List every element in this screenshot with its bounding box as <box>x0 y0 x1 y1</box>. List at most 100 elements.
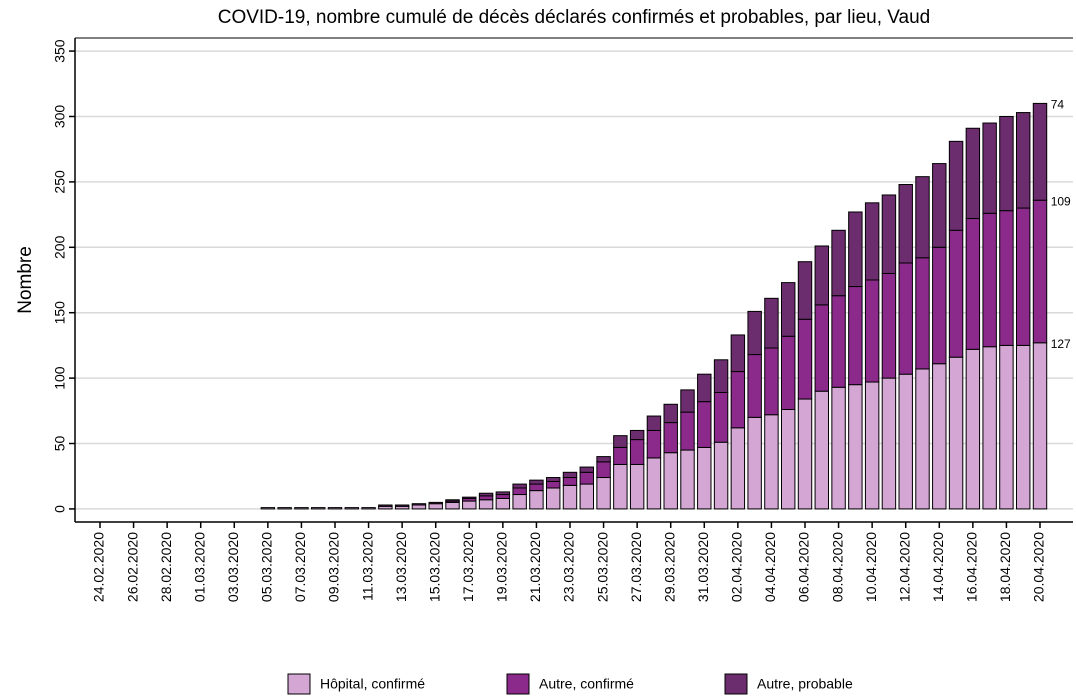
bar-segment <box>311 507 326 510</box>
bar-segment <box>747 310 762 356</box>
bar-segment <box>764 414 779 510</box>
bar-segment <box>814 304 829 392</box>
bar-segment <box>495 497 511 510</box>
bar-segment <box>546 487 561 510</box>
bar-segment <box>713 359 729 393</box>
bar-segment <box>562 484 578 510</box>
x-tick-label: 11.03.2020 <box>359 532 375 601</box>
bar-segment <box>781 282 796 337</box>
y-tick-label: 0 <box>52 505 68 513</box>
x-tick-label: 03.03.2020 <box>225 532 241 602</box>
bar-segment <box>697 373 712 403</box>
bar-segment <box>932 246 947 365</box>
bar-segment <box>814 390 829 510</box>
y-tick-label: 250 <box>52 170 68 194</box>
bar-segment <box>797 261 813 320</box>
x-tick-label: 18.04.2020 <box>997 532 1013 602</box>
x-tick-label: 16.04.2020 <box>964 532 980 602</box>
bar-segment <box>881 377 897 510</box>
bar-segment <box>294 507 309 510</box>
bar-segment <box>864 279 880 383</box>
bar-segment <box>546 480 561 489</box>
bar-segment <box>948 356 964 510</box>
x-tick-label: 04.04.2020 <box>762 532 778 602</box>
bar-segment <box>327 507 343 510</box>
y-tick-label: 200 <box>52 235 68 259</box>
end-label: 127 <box>1051 337 1071 351</box>
bar-segment <box>478 492 494 497</box>
legend-label: Autre, probable <box>757 676 853 692</box>
bar-segment <box>1016 344 1031 510</box>
bar-segment <box>546 477 561 482</box>
y-tick-label: 50 <box>52 436 68 452</box>
x-tick-label: 13.03.2020 <box>393 532 409 602</box>
bar-segment <box>579 466 594 473</box>
bar-segment <box>764 347 779 416</box>
bar-segment <box>898 262 913 375</box>
bar-segment <box>747 354 762 418</box>
bar-segment <box>965 348 981 510</box>
bar-segment <box>462 500 477 510</box>
bar-segment <box>697 446 712 510</box>
bar-segment <box>663 403 678 424</box>
x-tick-label: 27.03.2020 <box>628 532 644 602</box>
bar-segment <box>428 501 443 505</box>
legend-label: Hôpital, confirmé <box>320 676 425 692</box>
bar-segment <box>495 491 511 496</box>
bar-segment <box>613 463 628 510</box>
bar-segment <box>512 487 527 496</box>
bar-segment <box>864 202 880 281</box>
x-tick-label: 17.03.2020 <box>460 532 476 602</box>
bar-segment <box>663 452 678 510</box>
bar-segment <box>999 344 1014 510</box>
bar-segment <box>697 401 712 448</box>
bar-segment <box>898 373 913 510</box>
legend-label: Autre, confirmé <box>539 676 634 692</box>
y-tick-label: 150 <box>52 301 68 325</box>
legend-swatch <box>724 673 748 695</box>
x-tick-label: 12.04.2020 <box>896 532 912 602</box>
bar-segment <box>915 257 930 370</box>
bar-segment <box>797 398 813 510</box>
bar-segment <box>680 411 695 451</box>
x-tick-label: 14.04.2020 <box>930 532 946 602</box>
bar-segment <box>596 456 611 463</box>
bar-segment <box>948 140 964 231</box>
bar-segment <box>1032 199 1048 344</box>
x-tick-label: 28.02.2020 <box>158 532 174 602</box>
bar-segment <box>1032 102 1048 201</box>
bar-segment <box>797 318 813 400</box>
y-tick-label: 100 <box>52 366 68 390</box>
bar-segment <box>1032 342 1048 510</box>
x-tick-label: 09.03.2020 <box>326 532 342 602</box>
bar-segment <box>260 507 276 510</box>
x-tick-label: 19.03.2020 <box>494 532 510 602</box>
end-label: 74 <box>1051 98 1065 112</box>
y-tick-label: 300 <box>52 105 68 129</box>
bar-segment <box>999 115 1014 212</box>
bar-segment <box>680 449 695 510</box>
legend-swatch <box>287 673 311 695</box>
bar-segment <box>848 286 863 386</box>
bar-segment <box>747 416 762 510</box>
bar-segment <box>781 409 796 510</box>
bar-segment <box>915 368 930 510</box>
bar-segment <box>965 127 981 220</box>
x-tick-label: 05.03.2020 <box>259 532 275 602</box>
bar-segment <box>1016 112 1031 209</box>
bar-segment <box>428 503 443 510</box>
bar-segment <box>613 435 628 448</box>
bar-segment <box>445 499 460 502</box>
x-tick-label: 24.02.2020 <box>91 532 107 602</box>
bar-segment <box>562 477 578 486</box>
bar-segment <box>277 507 292 510</box>
bar-segment <box>361 507 376 510</box>
bar-segment <box>948 229 964 358</box>
bar-segment <box>579 483 594 510</box>
bar-segment <box>478 495 494 501</box>
bar-segment <box>982 212 997 348</box>
bar-segment <box>982 346 997 510</box>
bar-segment <box>680 389 695 413</box>
bar-segment <box>495 494 511 499</box>
